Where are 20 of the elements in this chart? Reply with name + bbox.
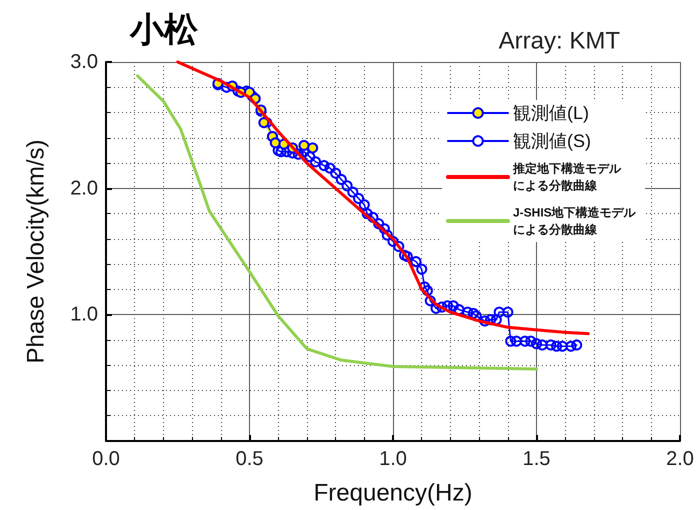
x-tick-label: 1.0 [379, 448, 407, 470]
legend-label: J-SHIS地下構造モデルによる分散曲線 [513, 206, 637, 236]
y-tick-label: 3.0 [70, 51, 98, 73]
legend-label: 推定地下構造モデルによる分散曲線 [512, 162, 622, 192]
chart-subtitle: Array: KMT [498, 28, 620, 54]
y-tick-label: 1.0 [70, 304, 98, 326]
point [307, 142, 318, 154]
point [258, 117, 270, 128]
chart-title: 小松 [129, 11, 199, 49]
x-axis-title: Frequency(Hz) [314, 480, 472, 506]
y-tick-label: 2.0 [70, 177, 98, 200]
x-tick-label: 0.0 [92, 448, 120, 470]
x-tick-label: 0.5 [236, 448, 264, 470]
legend-label: 観測値(L) [513, 103, 589, 123]
x-tick-label: 1.5 [522, 448, 550, 470]
legend-label: 観測値(S) [513, 131, 591, 151]
y-axis-title: Phase Velocity(km/s) [22, 139, 50, 364]
x-tick-label: 2.0 [666, 448, 694, 470]
point [298, 140, 310, 151]
point [270, 137, 281, 148]
